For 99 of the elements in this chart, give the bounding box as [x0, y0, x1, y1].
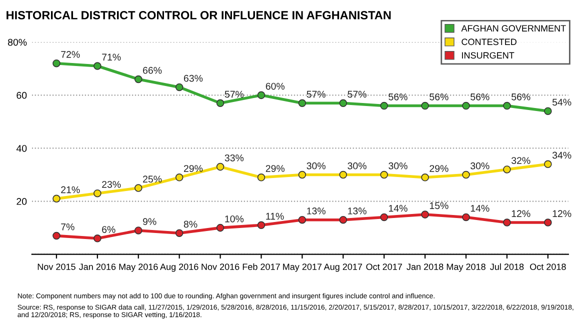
legend-label: CONTESTED: [462, 38, 516, 46]
point: [462, 170, 470, 179]
data-label: 7%: [61, 223, 74, 230]
data-label: 30%: [388, 162, 408, 170]
point: [134, 75, 142, 84]
data-label: 23%: [102, 180, 121, 188]
data-label: 29%: [266, 165, 285, 172]
data-label: 29%: [430, 165, 448, 172]
data-label: 63%: [184, 74, 203, 82]
point: [216, 162, 224, 171]
legend-label: INSURGENT: [462, 52, 514, 59]
data-label: 25%: [143, 176, 162, 183]
x-tick-label: Aug 2017: [324, 264, 362, 272]
point: [257, 174, 266, 182]
x-tick-label: Jan 2018: [406, 264, 444, 270]
data-label: 30%: [306, 162, 326, 170]
point: [175, 174, 184, 182]
data-label: 8%: [184, 220, 198, 228]
point: [52, 194, 60, 203]
chart-title: HISTORICAL DISTRICT CONTROL OR INFLUENCE IN AFGHANISTAN: [6, 11, 391, 20]
point: [94, 62, 102, 70]
data-label: 57%: [348, 90, 366, 98]
point: [544, 218, 552, 226]
y-tick-label: 40: [16, 144, 27, 152]
data-label: 57%: [306, 90, 326, 98]
data-label: 15%: [430, 202, 448, 210]
point: [380, 102, 388, 110]
data-label: 14%: [389, 204, 408, 212]
x-tick-label: Nov 2016: [202, 264, 240, 270]
data-label: 13%: [307, 208, 326, 214]
data-label: 14%: [470, 204, 490, 212]
point: [380, 213, 388, 222]
y-tick-label: 20: [16, 198, 27, 205]
point: [257, 91, 266, 100]
data-label: 60%: [266, 82, 285, 90]
x-tick-label: Oct 2018: [530, 264, 566, 270]
point: [298, 99, 306, 108]
x-tick-label: Jul 2018: [490, 263, 524, 270]
point: [503, 218, 511, 226]
point: [462, 213, 470, 222]
data-label: 56%: [388, 93, 408, 100]
point: [503, 102, 511, 110]
point: [52, 59, 60, 68]
point: [216, 224, 224, 232]
data-label: 56%: [470, 93, 490, 100]
data-label: 30%: [348, 162, 366, 170]
data-label: 66%: [143, 66, 162, 74]
data-label: 72%: [61, 51, 80, 58]
point: [462, 102, 470, 110]
data-label: 11%: [266, 212, 284, 220]
point: [134, 226, 142, 234]
data-label: 56%: [430, 93, 448, 100]
point: [52, 232, 60, 240]
data-label: 57%: [224, 90, 244, 98]
x-tick-label: Nov 2015: [38, 264, 76, 270]
x-tick-label: Jan 2016: [78, 264, 116, 270]
point: [134, 184, 142, 192]
point: [216, 99, 224, 108]
data-label: 21%: [61, 186, 80, 194]
legend-label: AFGHAN GOVERNMENT: [461, 25, 566, 32]
data-label: 56%: [512, 93, 530, 100]
x-tick-label: May 2018: [446, 264, 486, 272]
point: [544, 107, 552, 115]
point: [298, 216, 306, 224]
data-label: 9%: [143, 218, 156, 226]
point: [503, 166, 511, 174]
data-label: 30%: [470, 162, 490, 170]
x-tick-label: May 2016: [119, 264, 158, 272]
data-label: 34%: [552, 152, 572, 159]
x-tick-label: Feb 2017: [242, 263, 280, 270]
data-label: 32%: [512, 157, 530, 164]
point: [339, 170, 348, 179]
point: [421, 102, 429, 110]
point: [339, 216, 348, 224]
data-label: 10%: [225, 215, 244, 222]
point: [257, 221, 266, 230]
data-label: 6%: [102, 226, 116, 233]
data-label: 33%: [224, 154, 244, 162]
data-label: 54%: [552, 98, 572, 106]
point: [175, 229, 184, 238]
point: [339, 99, 348, 108]
point: [380, 170, 388, 179]
y-tick-label: 60: [16, 92, 27, 99]
point: [298, 170, 306, 179]
point: [175, 83, 184, 92]
point: [94, 189, 102, 198]
x-tick-label: May 2017: [283, 264, 322, 272]
data-label: 29%: [184, 165, 203, 172]
point: [421, 174, 429, 182]
x-tick-label: Aug 2016: [160, 264, 198, 272]
data-label: 71%: [102, 54, 121, 60]
data-label: 12%: [512, 210, 530, 218]
point: [544, 160, 552, 168]
point: [94, 234, 102, 242]
data-label: 13%: [348, 208, 366, 214]
point: [421, 210, 429, 218]
y-tick-label: 80%: [8, 38, 27, 46]
data-label: 12%: [552, 210, 572, 218]
x-tick-label: Oct 2017: [366, 264, 402, 270]
